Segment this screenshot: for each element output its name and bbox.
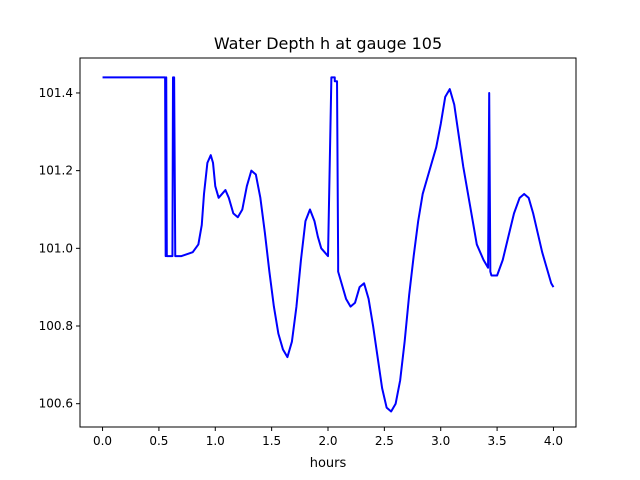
x-tick-label: 0.5 [149,434,168,448]
x-tick-label: 3.5 [488,434,507,448]
x-tick-label: 2.0 [318,434,337,448]
y-tick-label: 101.4 [39,86,73,100]
x-tick-label: 3.0 [431,434,450,448]
y-tick-label: 101.0 [39,241,73,255]
y-tick-label: 100.8 [39,319,73,333]
y-tick-label: 101.2 [39,164,73,178]
series-line [102,76,555,413]
x-tick-label: 4.0 [544,434,563,448]
x-tick-label: 1.5 [262,434,281,448]
y-axis-ticks: 100.6 100.8 101.0 101.2 101.4 [39,86,80,411]
x-axis-ticks: 0.0 0.5 1.0 1.5 2.0 2.5 3.0 3.5 4.0 [93,427,563,448]
x-tick-label: 0.0 [93,434,112,448]
x-tick-label: 2.5 [375,434,394,448]
chart-title: Water Depth h at gauge 105 [214,34,442,53]
y-tick-label: 100.6 [39,397,73,411]
x-axis-label: hours [310,456,347,471]
x-tick-label: 1.0 [206,434,225,448]
